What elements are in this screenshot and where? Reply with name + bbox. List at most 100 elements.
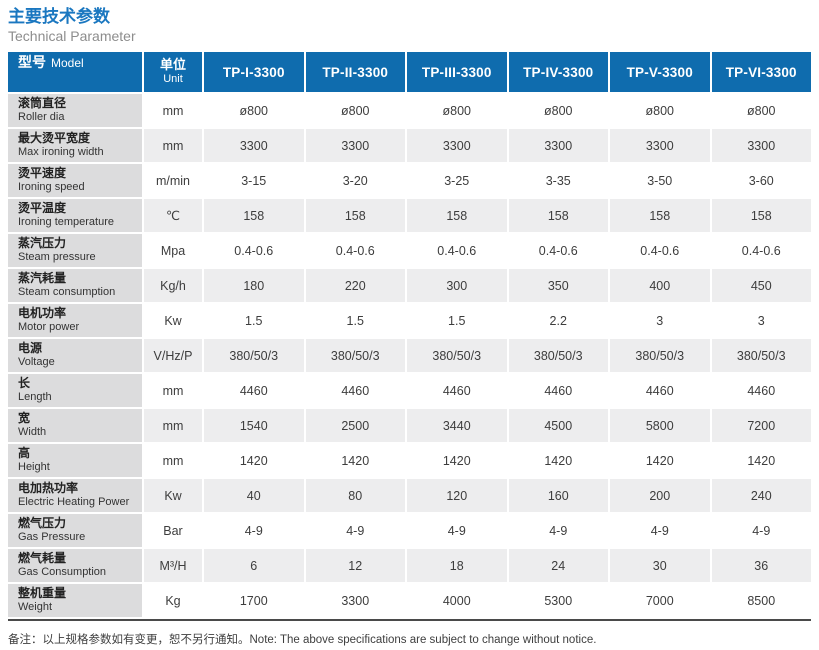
- value-cell: 0.4-0.6: [305, 234, 405, 267]
- row-label: 电机功率 Motor power: [8, 304, 142, 337]
- unit-cell: mm: [144, 374, 202, 407]
- value-cell: 240: [711, 479, 811, 512]
- row-label-en: Width: [18, 426, 47, 438]
- value-cell: ø800: [610, 94, 710, 127]
- value-cell: 4-9: [508, 514, 608, 547]
- unit-cell: M³/H: [144, 549, 202, 582]
- value-cell: 220: [305, 269, 405, 302]
- row-label-en: Length: [18, 391, 52, 403]
- row-label: 电加热功率 Electric Heating Power: [8, 479, 142, 512]
- value-cell: 120: [407, 479, 507, 512]
- row-label-en: Steam pressure: [18, 251, 96, 263]
- value-cell: 3300: [407, 129, 507, 162]
- row-label-zh: 烫平速度: [18, 166, 67, 180]
- value-cell: 0.4-0.6: [407, 234, 507, 267]
- value-cell: 160: [508, 479, 608, 512]
- value-cell: 30: [610, 549, 710, 582]
- value-cell: 1.5: [407, 304, 507, 337]
- row-label-en: Weight: [18, 601, 53, 613]
- row-label-en: Roller dia: [18, 111, 65, 123]
- value-cell: ø800: [204, 94, 304, 127]
- value-cell: 450: [711, 269, 811, 302]
- column-header-model: TP-II-3300: [305, 52, 405, 92]
- value-cell: 80: [305, 479, 405, 512]
- unit-cell: Kg: [144, 584, 202, 617]
- header-unit-label-zh: 单位: [159, 57, 186, 72]
- row-label: 燃气耗量 Gas Consumption: [8, 549, 142, 582]
- value-cell: 3-60: [711, 164, 811, 197]
- value-cell: 1.5: [204, 304, 304, 337]
- row-label-zh: 蒸汽耗量: [18, 271, 67, 285]
- value-cell: 4460: [711, 374, 811, 407]
- value-cell: 1540: [204, 409, 304, 442]
- header-unit-cell: 单位 Unit: [144, 52, 202, 92]
- unit-cell: mm: [144, 129, 202, 162]
- value-cell: 158: [508, 199, 608, 232]
- value-cell: 4460: [305, 374, 405, 407]
- value-cell: 24: [508, 549, 608, 582]
- value-cell: 3300: [204, 129, 304, 162]
- value-cell: 0.4-0.6: [610, 234, 710, 267]
- row-label-zh: 电机功率: [18, 306, 67, 320]
- value-cell: 180: [204, 269, 304, 302]
- page-subtitle: Technical Parameter: [8, 28, 136, 44]
- table-bottom-border: [8, 619, 811, 621]
- row-label-zh: 宽: [18, 411, 31, 425]
- value-cell: 300: [407, 269, 507, 302]
- value-cell: 1420: [711, 444, 811, 477]
- row-label: 滚筒直径 Roller dia: [8, 94, 142, 127]
- row-label-zh: 烫平温度: [18, 201, 67, 215]
- row-label-zh: 蒸汽压力: [18, 236, 67, 250]
- value-cell: 380/50/3: [407, 339, 507, 372]
- unit-cell: mm: [144, 444, 202, 477]
- value-cell: 380/50/3: [508, 339, 608, 372]
- header-model-label-en: Model: [51, 56, 84, 70]
- value-cell: 3-20: [305, 164, 405, 197]
- row-label-en: Ironing speed: [18, 181, 85, 193]
- value-cell: 400: [610, 269, 710, 302]
- value-cell: 1700: [204, 584, 304, 617]
- row-label-zh: 电源: [18, 341, 43, 355]
- row-label-en: Gas Consumption: [18, 566, 107, 578]
- footer-note: 备注：以上规格参数如有变更，恕不另行通知。Note: The above spe…: [8, 634, 597, 646]
- value-cell: 1420: [305, 444, 405, 477]
- page-title: 主要技术参数: [8, 7, 110, 26]
- value-cell: 380/50/3: [711, 339, 811, 372]
- value-cell: 1420: [204, 444, 304, 477]
- value-cell: 3-25: [407, 164, 507, 197]
- value-cell: 380/50/3: [305, 339, 405, 372]
- value-cell: 2.2: [508, 304, 608, 337]
- unit-cell: Mpa: [144, 234, 202, 267]
- value-cell: 4000: [407, 584, 507, 617]
- header-model-label-zh: 型号: [18, 54, 46, 70]
- value-cell: 5800: [610, 409, 710, 442]
- value-cell: ø800: [305, 94, 405, 127]
- value-cell: 7000: [610, 584, 710, 617]
- row-label: 高 Height: [8, 444, 142, 477]
- value-cell: 1420: [610, 444, 710, 477]
- value-cell: 36: [711, 549, 811, 582]
- row-label-zh: 高: [18, 446, 31, 460]
- column-header-model: TP-IV-3300: [508, 52, 608, 92]
- value-cell: 3440: [407, 409, 507, 442]
- unit-cell: Kw: [144, 304, 202, 337]
- value-cell: 3: [711, 304, 811, 337]
- row-label-en: Motor power: [18, 321, 80, 333]
- value-cell: 4460: [204, 374, 304, 407]
- value-cell: 3300: [508, 129, 608, 162]
- row-label: 最大烫平宽度 Max ironing width: [8, 129, 142, 162]
- value-cell: 12: [305, 549, 405, 582]
- row-label-zh: 电加热功率: [18, 481, 79, 495]
- value-cell: 0.4-0.6: [711, 234, 811, 267]
- row-label: 长 Length: [8, 374, 142, 407]
- row-label-en: Voltage: [18, 356, 55, 368]
- value-cell: 8500: [711, 584, 811, 617]
- row-label-zh: 燃气压力: [18, 516, 67, 530]
- value-cell: 4-9: [204, 514, 304, 547]
- value-cell: ø800: [407, 94, 507, 127]
- unit-cell: mm: [144, 409, 202, 442]
- value-cell: 3300: [305, 584, 405, 617]
- unit-cell: V/Hz/P: [144, 339, 202, 372]
- value-cell: 0.4-0.6: [508, 234, 608, 267]
